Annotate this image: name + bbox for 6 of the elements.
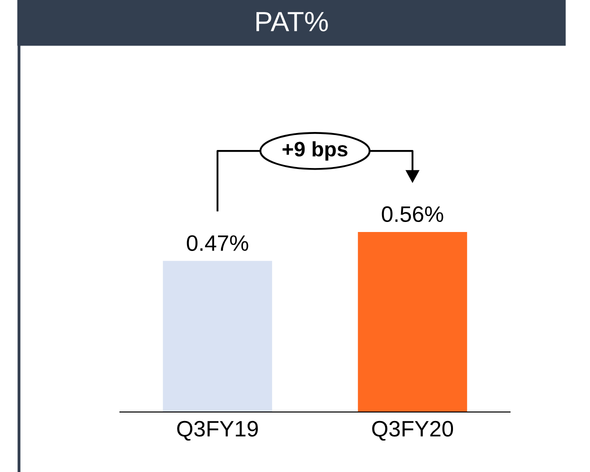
x-tick-label: Q3FY19 [177,420,258,441]
x-tick-label: Q3FY20 [372,420,454,441]
data-label: 0.47% [186,235,248,251]
data-label: 0.56% [382,206,444,222]
chart-title: PAT% [256,12,328,32]
text: +9 bps [282,141,348,161]
